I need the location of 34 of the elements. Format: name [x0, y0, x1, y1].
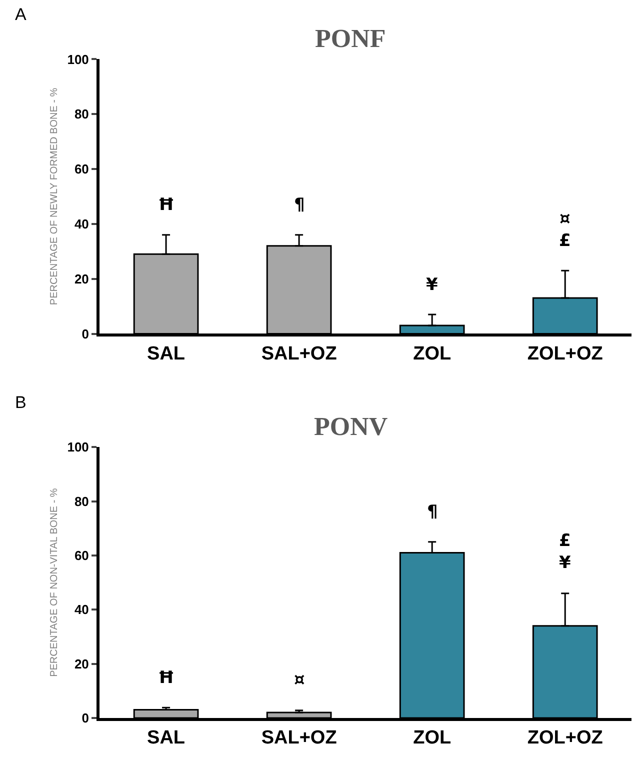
y-tick-label: 20: [74, 656, 89, 672]
data-label: £ ¥: [559, 531, 571, 574]
y-axis-title: PERCENTAGE OF NEWLY FORMED BONE - %: [49, 88, 60, 306]
x-tick-label: ZOL: [413, 344, 452, 365]
y-tick-label: 20: [74, 271, 89, 286]
y-tick-label: 60: [74, 162, 89, 177]
chart-title: PONV: [314, 412, 388, 441]
data-label: ¤: [294, 670, 305, 690]
y-axis-title: PERCENTAGE OF NON-VITAL BONE - %: [49, 488, 60, 677]
text: A: [15, 5, 27, 24]
x-tick-label: SAL: [147, 728, 186, 749]
data-label: ¥: [426, 275, 438, 295]
y-tick-label: 40: [74, 216, 89, 232]
y-tick-label: 80: [74, 106, 89, 122]
x-tick-label: SAL: [147, 344, 186, 365]
x-tick-label: ZOL+OZ: [527, 344, 604, 365]
text: B: [15, 393, 26, 412]
chart-title: PONF: [315, 24, 386, 53]
y-tick-label: 0: [82, 710, 89, 726]
y-tick-label: 40: [74, 602, 89, 618]
data-label: ¤ £: [559, 209, 571, 252]
data-label: Ħ: [158, 668, 175, 688]
y-tick-label: 80: [74, 494, 89, 509]
y-tick-label: 100: [67, 52, 89, 67]
x-tick-label: ZOL: [413, 728, 452, 749]
y-tick-label: 60: [74, 548, 89, 564]
y-tick-label: 0: [82, 326, 89, 342]
data-label: ¶: [294, 195, 305, 215]
x-tick-label: ZOL+OZ: [527, 728, 604, 749]
x-tick-label: SAL+OZ: [261, 344, 338, 365]
data-label: Ħ: [158, 195, 175, 215]
y-tick-label: 100: [67, 440, 89, 455]
x-tick-label: SAL+OZ: [261, 728, 338, 749]
data-label: ¶: [427, 502, 438, 522]
